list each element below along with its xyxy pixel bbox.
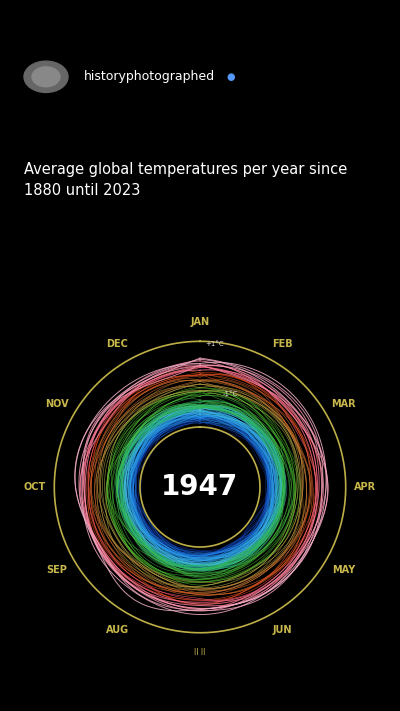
Text: MAR: MAR [331,400,356,410]
Text: Average global temperatures per year since
1880 until 2023: Average global temperatures per year sin… [24,162,347,198]
Circle shape [24,61,68,92]
Text: AUG: AUG [106,625,129,636]
Text: historyphotographed: historyphotographed [84,70,215,83]
Text: II II: II II [194,648,206,657]
Text: APR: APR [354,482,376,492]
Text: FEB: FEB [272,338,293,349]
Text: JUN: JUN [273,625,292,636]
Text: ●: ● [226,72,234,82]
Text: 1947: 1947 [161,473,239,501]
Text: JAN: JAN [190,316,210,326]
Text: NOV: NOV [45,400,68,410]
Text: MAY: MAY [332,565,355,574]
Text: -1°C: -1°C [222,391,238,397]
Text: +1°C: +1°C [206,341,224,347]
Text: DEC: DEC [106,338,128,349]
Text: OCT: OCT [24,482,46,492]
Text: SEP: SEP [46,565,67,574]
Circle shape [32,67,60,87]
